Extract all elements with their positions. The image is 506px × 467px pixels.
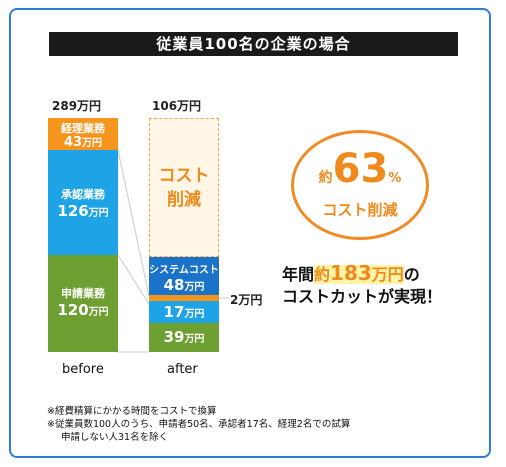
reduction-badge: 約63% コスト削減 (291, 130, 429, 240)
summary-amount: 183 (330, 261, 372, 285)
percent-unit: % (388, 171, 402, 186)
small-segment-label: 2万円 (230, 293, 263, 307)
chart-title: 従業員100名の企業の場合 (49, 32, 458, 56)
summary-unit: 万円 (371, 265, 404, 284)
segment-name: 経理業務 (61, 122, 105, 135)
segment-name: システムコスト (149, 265, 219, 276)
bar-segment-shounin-after: 17万円 (149, 301, 219, 323)
segment-value: 39 (163, 328, 185, 346)
x-tick-before: before (62, 362, 104, 377)
segment-unit: 万円 (184, 334, 205, 345)
bar-segment-shounin: 承認業務 126万円 (48, 150, 118, 255)
summary-line-2: コストカットが実現！ (282, 287, 443, 306)
bar-segment-keiri-after (149, 295, 219, 301)
reduction-label: コスト 削減 (158, 166, 210, 210)
badge-subtitle: コスト削減 (322, 201, 398, 219)
bar-segment-shinsei: 申請業務 120万円 (48, 255, 118, 352)
segment-unit: 万円 (82, 138, 103, 149)
footnote: ※従業員数100人のうち、申請者50名、承認者17名、経理2名での試算 (47, 419, 351, 430)
before-total-label: 289万円 (52, 99, 102, 113)
footnote: ※経費精算にかかる時間をコストで換算 (47, 406, 217, 417)
content-frame (9, 8, 491, 458)
percent-value: 63 (332, 146, 389, 192)
bar-segment-keiri: 経理業務 43万円 (48, 118, 118, 150)
bar-segment-shinsei-after: 39万円 (149, 323, 219, 352)
footnote: 申請しない人31名を除く (61, 432, 169, 443)
segment-unit: 万円 (184, 282, 205, 293)
x-tick-after: after (167, 362, 198, 377)
segment-value: 17 (163, 303, 185, 321)
segment-name: 申請業務 (61, 287, 105, 300)
summary-prefix: 年間 (282, 265, 315, 284)
summary-text: 年間約183万円の コストカットが実現！ (282, 262, 472, 308)
segment-value: 48 (163, 276, 185, 294)
bar-segment-system-cost: システムコスト 48万円 (149, 257, 219, 295)
segment-value: 126 (57, 202, 89, 220)
segment-unit: 万円 (88, 208, 109, 219)
summary-suffix: の (403, 265, 420, 284)
approx-prefix: 約 (318, 170, 333, 186)
segment-unit: 万円 (88, 307, 109, 318)
footnotes: ※経費精算にかかる時間をコストで換算 ※従業員数100人のうち、申請者50名、承… (47, 405, 350, 444)
segment-unit: 万円 (184, 309, 205, 320)
cost-reduction-area: コスト 削減 (149, 118, 219, 257)
summary-approx: 約 (314, 265, 331, 284)
segment-value: 43 (63, 135, 83, 150)
after-total-label: 106万円 (152, 99, 202, 113)
segment-value: 120 (57, 301, 89, 319)
segment-name: 承認業務 (61, 188, 105, 201)
